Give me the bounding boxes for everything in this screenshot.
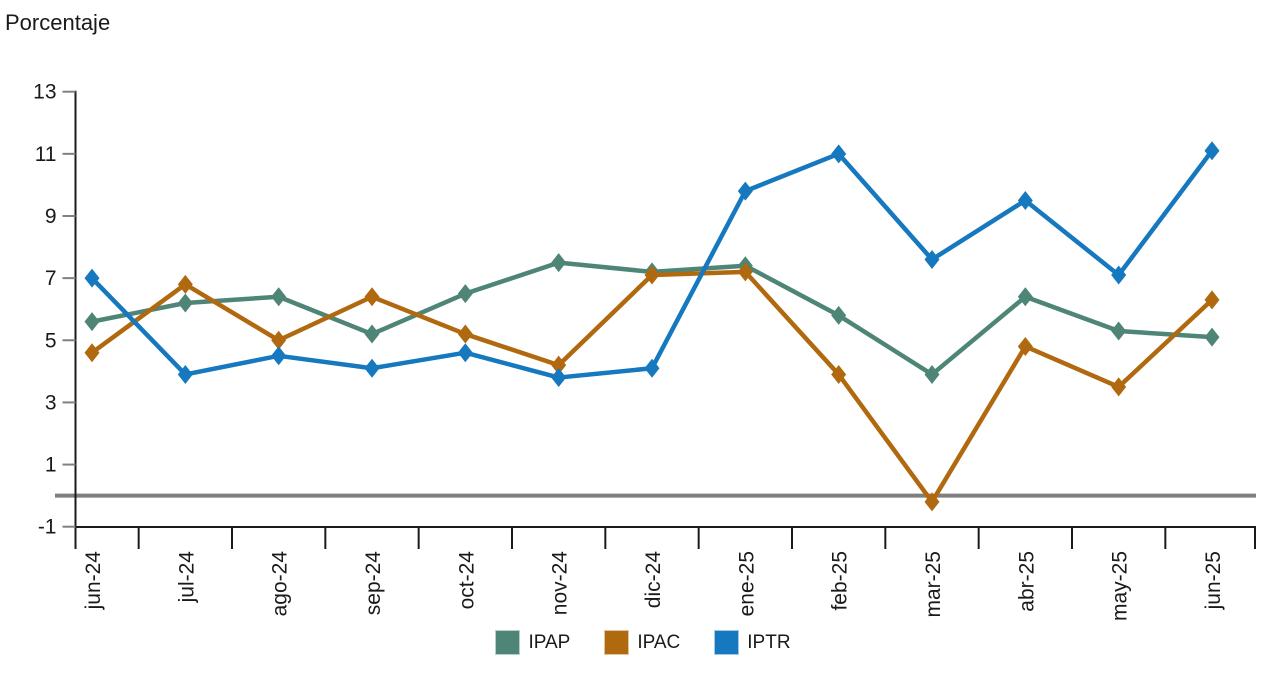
data-point-ipap-jul-24 [177, 293, 193, 313]
legend-label: IPTR [747, 631, 791, 653]
x-tick-label: mar-25 [922, 551, 945, 618]
x-tick-label: feb-25 [829, 551, 852, 611]
x-tick-label: ago-24 [269, 551, 292, 617]
data-point-ipac-jun-24 [84, 343, 100, 363]
data-point-ipap-jun-24 [84, 312, 100, 332]
y-tick-label: 7 [45, 267, 57, 290]
data-point-ipap-nov-24 [551, 253, 567, 273]
x-tick-label: sep-24 [362, 551, 385, 616]
y-tick-label: 9 [45, 205, 57, 228]
data-point-ipap-ago-24 [271, 287, 287, 307]
x-tick-label: abr-25 [1015, 551, 1038, 612]
data-point-ipac-sep-24 [364, 287, 380, 307]
data-point-iptr-ago-24 [271, 346, 287, 366]
data-point-iptr-jun-24 [84, 268, 100, 288]
data-point-iptr-jun-25 [1204, 141, 1220, 161]
legend-swatch-ipac [604, 630, 630, 655]
data-point-ipac-ene-25 [737, 262, 753, 282]
data-point-ipap-mar-25 [924, 364, 940, 384]
legend-swatch-ipap [495, 630, 521, 655]
x-tick-label: ene-25 [735, 551, 758, 616]
x-tick-label: jun-24 [82, 551, 105, 611]
data-point-iptr-jul-24 [177, 364, 193, 384]
legend-label: IPAP [528, 631, 571, 653]
data-point-ipap-feb-25 [831, 305, 847, 325]
chart-title: Porcentaje [5, 10, 111, 35]
data-point-ipap-jun-25 [1204, 327, 1220, 347]
data-point-iptr-abr-25 [1017, 190, 1033, 210]
data-point-ipac-nov-24 [551, 355, 567, 375]
data-point-iptr-ene-25 [737, 181, 753, 201]
data-point-ipac-jul-24 [177, 274, 193, 294]
legend-item-ipac: IPAC [604, 630, 680, 655]
y-tick-label: 11 [35, 143, 57, 166]
data-point-ipap-abr-25 [1017, 287, 1033, 307]
y-tick-label: 5 [45, 329, 57, 352]
data-point-ipac-dic-24 [644, 265, 660, 285]
data-point-ipac-abr-25 [1017, 336, 1033, 356]
data-point-ipap-may-25 [1111, 321, 1127, 341]
legend-item-ipap: IPAP [495, 630, 570, 655]
data-point-iptr-nov-24 [551, 368, 567, 388]
data-point-iptr-feb-25 [831, 144, 847, 164]
x-tick-label: nov-24 [549, 551, 572, 616]
data-point-iptr-mar-25 [924, 249, 940, 269]
legend-swatch-iptr [714, 630, 740, 655]
data-point-ipac-feb-25 [831, 364, 847, 384]
y-tick-label: 1 [45, 454, 57, 477]
data-point-ipac-oct-24 [457, 324, 473, 344]
data-point-iptr-dic-24 [644, 358, 660, 378]
data-point-iptr-sep-24 [364, 358, 380, 378]
x-tick-label: jun-25 [1202, 551, 1225, 610]
data-point-iptr-oct-24 [457, 343, 473, 363]
data-point-ipac-jun-25 [1204, 290, 1220, 310]
y-tick-label: -1 [38, 516, 57, 539]
data-point-ipac-may-25 [1111, 377, 1127, 397]
data-point-iptr-may-25 [1111, 265, 1127, 285]
x-tick-label: oct-24 [455, 551, 478, 610]
data-point-ipap-sep-24 [364, 324, 380, 344]
y-tick-label: 3 [45, 391, 57, 414]
data-point-ipac-mar-25 [924, 492, 940, 512]
legend-item-iptr: IPTR [714, 630, 791, 655]
data-point-ipap-oct-24 [457, 284, 473, 304]
x-tick-label: may-25 [1109, 551, 1132, 621]
series-line-ipac [89, 269, 1215, 505]
y-tick-label: 13 [33, 81, 56, 104]
x-tick-label: jul-24 [175, 551, 198, 604]
x-tick-label: dic-24 [642, 551, 665, 609]
chart-legend: IPAP IPAC IPTR [0, 630, 1286, 655]
data-point-ipac-ago-24 [271, 330, 287, 350]
legend-label: IPAC [637, 631, 681, 653]
